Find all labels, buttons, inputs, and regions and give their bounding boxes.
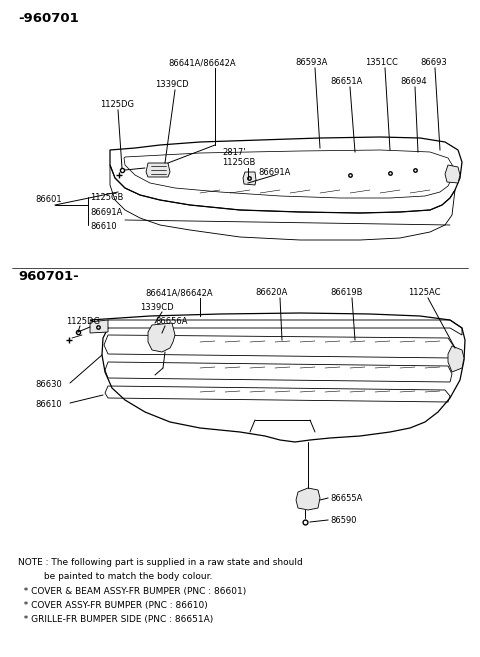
Text: 86620A: 86620A (255, 288, 288, 297)
Polygon shape (296, 488, 320, 510)
Text: 86656A: 86656A (155, 317, 188, 326)
Text: 86590: 86590 (330, 516, 357, 525)
Text: 1339CD: 1339CD (155, 80, 189, 89)
Text: 86691A: 86691A (258, 168, 290, 177)
Text: 86691A: 86691A (90, 208, 122, 217)
Text: 86601: 86601 (35, 195, 61, 204)
Text: 86651A: 86651A (330, 77, 362, 86)
Text: -960701: -960701 (18, 12, 79, 25)
Text: 86610: 86610 (35, 400, 61, 409)
Text: 86694: 86694 (400, 77, 427, 86)
Polygon shape (148, 323, 175, 352)
Text: 86693: 86693 (420, 58, 447, 67)
Text: * COVER ASSY-FR BUMPER (PNC : 86610): * COVER ASSY-FR BUMPER (PNC : 86610) (18, 601, 208, 610)
Text: * GRILLE-FR BUMPER SIDE (PNC : 86651A): * GRILLE-FR BUMPER SIDE (PNC : 86651A) (18, 615, 213, 624)
Text: 2817': 2817' (222, 148, 245, 157)
Polygon shape (445, 165, 460, 183)
Text: 1125DG: 1125DG (66, 317, 100, 326)
Text: 1125DG: 1125DG (100, 100, 134, 109)
Text: 86610: 86610 (90, 222, 117, 231)
Text: 1351CC: 1351CC (365, 58, 398, 67)
Text: 1125AC: 1125AC (408, 288, 441, 297)
Polygon shape (448, 346, 464, 372)
Text: 86641A/86642A: 86641A/86642A (168, 58, 236, 67)
Text: 86593A: 86593A (295, 58, 327, 67)
Text: 86641A/86642A: 86641A/86642A (145, 288, 213, 297)
Text: 86655A: 86655A (330, 494, 362, 503)
Text: be painted to match the body colour.: be painted to match the body colour. (18, 572, 212, 581)
Text: 960701-: 960701- (18, 270, 79, 283)
Polygon shape (243, 172, 256, 185)
Text: 86619B: 86619B (330, 288, 362, 297)
Text: 86630: 86630 (35, 380, 62, 389)
Text: 1125GB: 1125GB (222, 158, 255, 167)
Polygon shape (90, 320, 108, 333)
Text: 1125GB: 1125GB (90, 193, 123, 202)
Text: 1339CD: 1339CD (140, 303, 174, 312)
Text: * COVER & BEAM ASSY-FR BUMPER (PNC : 86601): * COVER & BEAM ASSY-FR BUMPER (PNC : 866… (18, 587, 246, 596)
Polygon shape (146, 163, 170, 177)
Text: NOTE : The following part is supplied in a raw state and should: NOTE : The following part is supplied in… (18, 558, 303, 567)
